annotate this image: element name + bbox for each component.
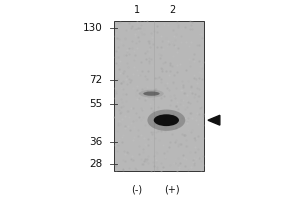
- Ellipse shape: [147, 110, 185, 131]
- Ellipse shape: [143, 91, 160, 96]
- Ellipse shape: [139, 90, 164, 98]
- Text: (-): (-): [131, 185, 142, 195]
- Text: 130: 130: [83, 23, 102, 33]
- Text: 2: 2: [169, 5, 176, 15]
- Text: 36: 36: [89, 137, 102, 147]
- Bar: [114, 21, 203, 171]
- Text: 55: 55: [89, 99, 102, 109]
- Text: 1: 1: [134, 5, 140, 15]
- Text: (+): (+): [164, 185, 180, 195]
- Ellipse shape: [154, 114, 179, 126]
- Text: 28: 28: [89, 159, 102, 169]
- Polygon shape: [208, 115, 220, 125]
- Text: 72: 72: [89, 75, 102, 85]
